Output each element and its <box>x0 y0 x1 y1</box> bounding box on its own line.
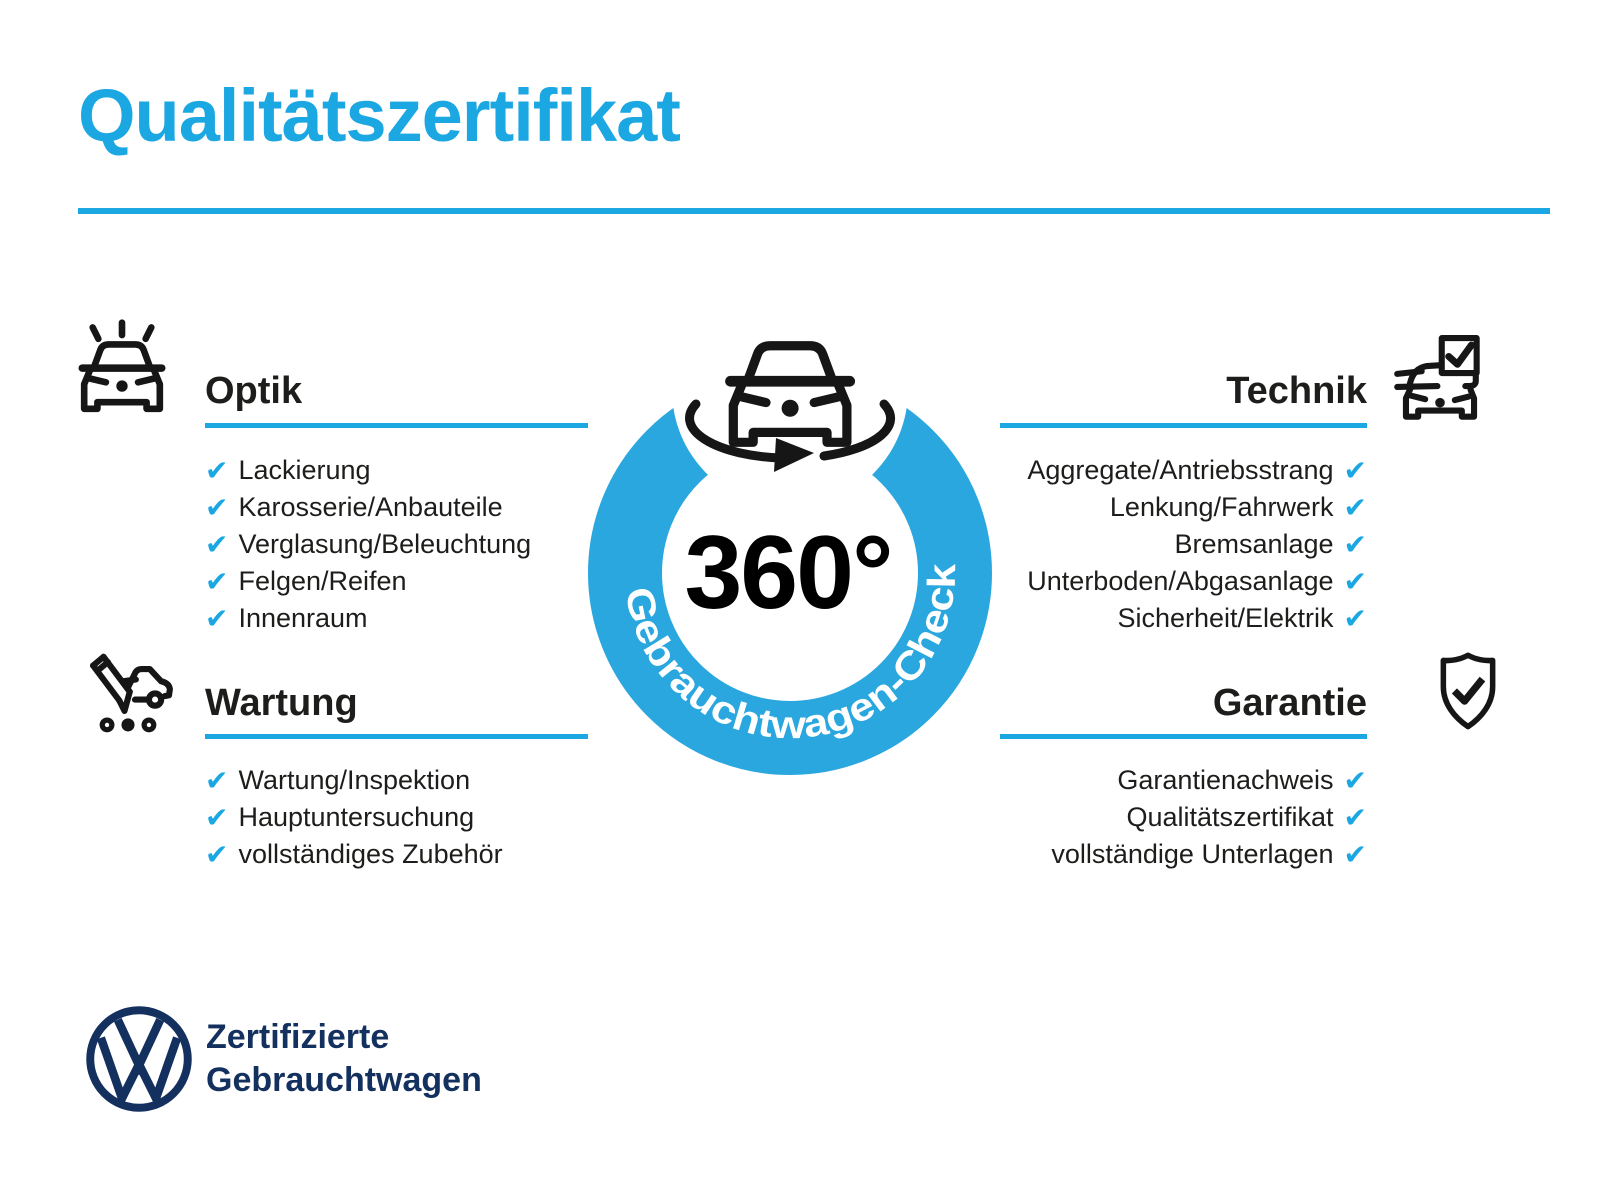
section-underline <box>205 734 588 739</box>
checklist-item: ✔ Lackierung <box>205 452 590 489</box>
check-icon: ✔ <box>1343 491 1367 524</box>
car-checklist-icon <box>1394 335 1480 420</box>
pencil-car-icon <box>90 653 173 733</box>
checklist-wartung: ✔ Wartung/Inspektion ✔ Hauptuntersuchung ✔ vo… <box>205 762 590 873</box>
check-icon: ✔ <box>1343 602 1367 635</box>
check-icon: ✔ <box>1343 801 1367 834</box>
checklist-optik: ✔ Lackierung ✔ Karosserie/Anbauteile ✔ Vergla… <box>205 452 590 637</box>
check-icon: ✔ <box>1343 528 1367 561</box>
shield-check-icon <box>1440 652 1496 730</box>
checklist-item: ✔ Innenraum <box>205 600 590 637</box>
section-underline <box>1000 423 1367 428</box>
car-front-shine-icon <box>78 319 166 413</box>
check-icon: ✔ <box>205 491 229 524</box>
badge-top-notch <box>672 290 908 508</box>
checklist-item: ✔ Hauptuntersuchung <box>205 799 590 836</box>
checklist-item: ✔ Wartung/Inspektion <box>205 762 590 799</box>
page-title: Qualitätszertifikat <box>78 74 681 157</box>
checklist-technik: Aggregate/Antriebsstrang ✔ Lenkung/Fahrwer… <box>982 452 1367 637</box>
footer-brand-text: Zertifizierte Gebrauchtwagen <box>206 1016 482 1102</box>
checklist-item: ✔ Karosserie/Anbauteile <box>205 489 590 526</box>
check-icon: ✔ <box>1343 764 1367 797</box>
checklist-item-label: Qualitätszertifikat <box>1126 802 1334 832</box>
checklist-item-label: Verglasung/Beleuchtung <box>238 529 532 559</box>
check-icon: ✔ <box>205 602 229 635</box>
title-divider <box>78 208 1550 214</box>
checklist-item-label: Wartung/Inspektion <box>238 765 471 795</box>
footer-brand-line1: Zertifizierte <box>206 1018 390 1056</box>
badge-ring-label: Gebrauchtwagen-Check <box>616 563 964 747</box>
check-icon: ✔ <box>1343 565 1367 598</box>
checklist-item: ✔ Verglasung/Beleuchtung <box>205 526 590 563</box>
section-title-optik: Optik <box>205 370 303 412</box>
checklist-garantie: Garantienachweis ✔ Qualitätszertifikat ✔ vol… <box>982 762 1367 873</box>
section-title-wartung: Wartung <box>205 682 358 724</box>
section-underline <box>1000 734 1367 739</box>
checklist-item-label: Lackierung <box>238 455 371 485</box>
footer-brand-line2: Gebrauchtwagen <box>206 1061 482 1099</box>
check-icon: ✔ <box>205 454 229 487</box>
checklist-item: Lenkung/Fahrwerk ✔ <box>982 489 1367 526</box>
checklist-item-label: Aggregate/Antriebsstrang <box>1027 455 1334 485</box>
car-front-rotation-icon <box>685 341 896 472</box>
vw-logo <box>86 1006 192 1112</box>
section-title-technik: Technik <box>1226 370 1367 412</box>
section-underline <box>205 423 588 428</box>
checklist-item-label: Lenkung/Fahrwerk <box>1109 492 1334 522</box>
checklist-item-label: Unterboden/Abgasanlage <box>1027 566 1334 596</box>
badge-ring <box>588 371 992 775</box>
check-icon: ✔ <box>205 565 229 598</box>
checklist-item-label: vollständiges Zubehör <box>238 839 503 869</box>
checklist-item-label: Hauptuntersuchung <box>238 802 475 832</box>
checklist-item-label: Felgen/Reifen <box>238 566 407 596</box>
checklist-item: Sicherheit/Elektrik ✔ <box>982 600 1367 637</box>
checklist-item-label: Sicherheit/Elektrik <box>1117 603 1334 633</box>
checklist-item-label: Karosserie/Anbauteile <box>238 492 503 522</box>
check-icon: ✔ <box>1343 838 1367 871</box>
check-icon: ✔ <box>205 528 229 561</box>
badge-degree-text: 360° <box>684 515 891 631</box>
checklist-item: ✔ Felgen/Reifen <box>205 563 590 600</box>
check-icon: ✔ <box>205 801 229 834</box>
check-icon: ✔ <box>1343 454 1367 487</box>
checklist-item: Garantienachweis ✔ <box>982 762 1367 799</box>
checklist-item-label: Garantienachweis <box>1117 765 1334 795</box>
checklist-item-label: vollständige Unterlagen <box>1051 839 1334 869</box>
checklist-item: ✔ vollständiges Zubehör <box>205 836 590 873</box>
checklist-item: Unterboden/Abgasanlage ✔ <box>982 563 1367 600</box>
checklist-item: Aggregate/Antriebsstrang ✔ <box>982 452 1367 489</box>
check-icon: ✔ <box>205 764 229 797</box>
checklist-item-label: Innenraum <box>238 603 368 633</box>
check-icon: ✔ <box>205 838 229 871</box>
checklist-item-label: Bremsanlage <box>1174 529 1334 559</box>
badge-360-check: Gebrauchtwagen-Check 360° <box>588 290 992 775</box>
checklist-item: Bremsanlage ✔ <box>982 526 1367 563</box>
section-title-garantie: Garantie <box>1212 682 1367 724</box>
checklist-item: vollständige Unterlagen ✔ <box>982 836 1367 873</box>
checklist-item: Qualitätszertifikat ✔ <box>982 799 1367 836</box>
